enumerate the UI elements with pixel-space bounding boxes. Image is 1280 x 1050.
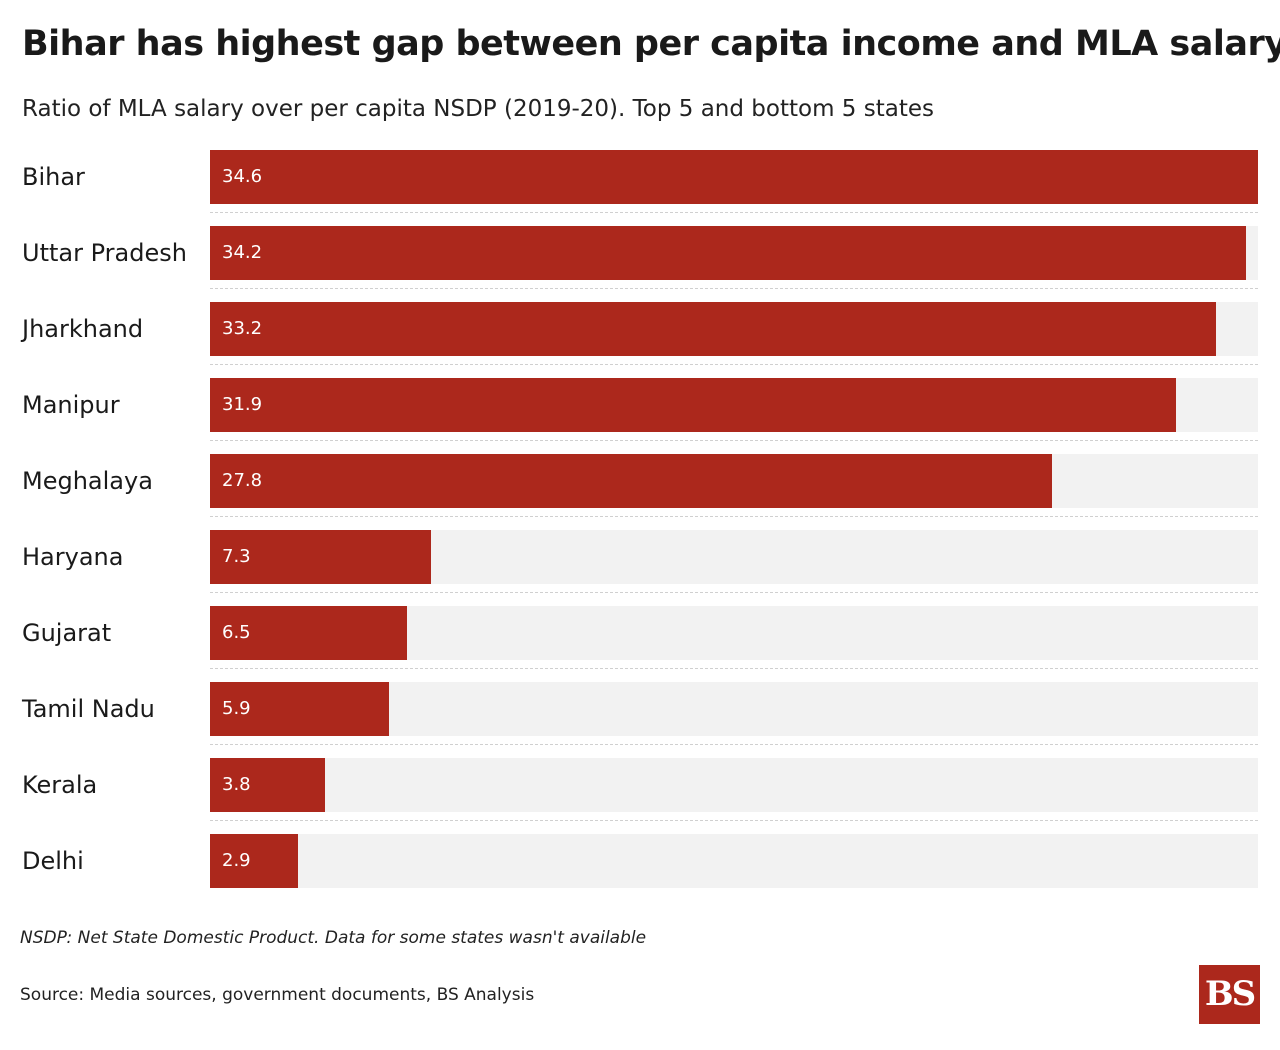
bar-value-label: 27.8 (222, 470, 263, 491)
bar-track: 34.2 (210, 226, 1258, 280)
bar: 5.9 (210, 682, 389, 736)
bar-track: 3.8 (210, 758, 1258, 812)
row-divider (210, 440, 1258, 441)
bar: 31.9 (210, 378, 1176, 432)
bar-row: Tamil Nadu 5.9 (0, 678, 1280, 754)
category-label: Delhi (22, 847, 84, 875)
bar-value-label: 34.2 (222, 242, 263, 263)
category-label: Gujarat (22, 619, 112, 647)
bar-track: 31.9 (210, 378, 1258, 432)
bar-value-label: 2.9 (222, 850, 251, 871)
bar: 2.9 (210, 834, 298, 888)
category-label: Manipur (22, 391, 120, 419)
row-divider (210, 744, 1258, 745)
bar-track: 5.9 (210, 682, 1258, 736)
bar-row: Haryana 7.3 (0, 526, 1280, 602)
bar-track: 27.8 (210, 454, 1258, 508)
chart-title: Bihar has highest gap between per capita… (22, 24, 1280, 64)
row-divider (210, 364, 1258, 365)
category-label: Bihar (22, 163, 85, 191)
bar-row: Manipur 31.9 (0, 374, 1280, 450)
category-label: Tamil Nadu (22, 695, 155, 723)
footnote: NSDP: Net State Domestic Product. Data f… (20, 928, 647, 948)
bar-value-label: 31.9 (222, 394, 263, 415)
category-label: Haryana (22, 543, 124, 571)
bar-chart: Bihar 34.6 Uttar Pradesh 34.2 Jharkhand 33.2 M… (0, 146, 1280, 896)
chart-subtitle: Ratio of MLA salary over per capita NSDP… (22, 96, 934, 122)
category-label: Uttar Pradesh (22, 239, 187, 267)
bar: 33.2 (210, 302, 1216, 356)
bar: 27.8 (210, 454, 1052, 508)
category-label: Jharkhand (22, 315, 144, 343)
bar-track: 7.3 (210, 530, 1258, 584)
bar-row: Kerala 3.8 (0, 754, 1280, 830)
bar-track: 33.2 (210, 302, 1258, 356)
row-divider (210, 516, 1258, 517)
bar-value-label: 6.5 (222, 622, 251, 643)
source-note: Source: Media sources, government docume… (20, 985, 535, 1005)
bar: 3.8 (210, 758, 325, 812)
row-divider (210, 668, 1258, 669)
bar-row: Uttar Pradesh 34.2 (0, 222, 1280, 298)
bar-track: 2.9 (210, 834, 1258, 888)
category-label: Kerala (22, 771, 98, 799)
bar: 6.5 (210, 606, 407, 660)
bar-row: Bihar 34.6 (0, 146, 1280, 222)
category-label: Meghalaya (22, 467, 153, 495)
row-divider (210, 592, 1258, 593)
bar-value-label: 3.8 (222, 774, 251, 795)
bar-value-label: 5.9 (222, 698, 251, 719)
bar: 34.6 (210, 150, 1258, 204)
bar: 7.3 (210, 530, 431, 584)
bar-value-label: 33.2 (222, 318, 263, 339)
bar-track: 6.5 (210, 606, 1258, 660)
bar: 34.2 (210, 226, 1246, 280)
bar-row: Meghalaya 27.8 (0, 450, 1280, 526)
row-divider (210, 288, 1258, 289)
bar-value-label: 34.6 (222, 166, 263, 187)
bar-row: Delhi 2.9 (0, 830, 1280, 906)
row-divider (210, 820, 1258, 821)
bs-logo: BS (1199, 965, 1260, 1024)
bar-row: Jharkhand 33.2 (0, 298, 1280, 374)
bar-value-label: 7.3 (222, 546, 251, 567)
bar-track: 34.6 (210, 150, 1258, 204)
bar-row: Gujarat 6.5 (0, 602, 1280, 678)
row-divider (210, 212, 1258, 213)
